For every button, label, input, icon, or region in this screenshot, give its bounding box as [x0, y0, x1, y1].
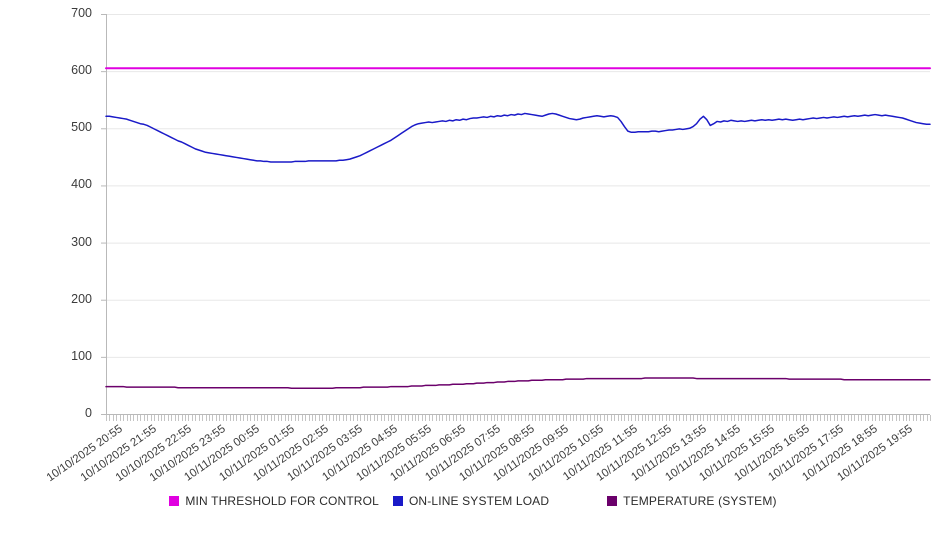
legend-color-swatch — [169, 496, 180, 506]
legend-item[interactable]: TEMPERATURE (SYSTEM) — [607, 494, 776, 508]
y-axis-tick-label: 0 — [85, 406, 92, 420]
legend-item[interactable]: MIN THRESHOLD FOR CONTROL — [169, 494, 379, 508]
legend-item-label: TEMPERATURE (SYSTEM) — [623, 494, 777, 508]
y-axis-tick-label: 600 — [71, 63, 92, 78]
series-line-2 — [105, 377, 931, 390]
y-axis-tick-label: 700 — [71, 6, 92, 20]
y-axis-tick-label: 300 — [71, 234, 92, 249]
legend-color-swatch — [607, 496, 618, 506]
line-chart: 0 100 200 300 400 500 600 700 10/10/2025 20:55 1… — [0, 6, 946, 508]
y-axis-tick-label: 100 — [71, 348, 92, 363]
legend-color-swatch — [392, 496, 403, 506]
y-axis-tick-label: 500 — [71, 120, 92, 135]
legend-item-label: ON-LINE SYSTEM LOAD — [408, 494, 550, 508]
y-axis-tick-label: 200 — [71, 291, 92, 306]
y-axis-tick-label: 400 — [71, 177, 92, 192]
legend-item[interactable]: ON-LINE SYSTEM LOAD — [392, 494, 550, 508]
chart-legend: MIN THRESHOLD FOR CONTROL ON-LINE SYSTEM … — [0, 494, 946, 508]
chart-plot-area — [101, 14, 931, 421]
series-line-1 — [105, 112, 931, 163]
legend-item-label: MIN THRESHOLD FOR CONTROL — [185, 494, 379, 508]
